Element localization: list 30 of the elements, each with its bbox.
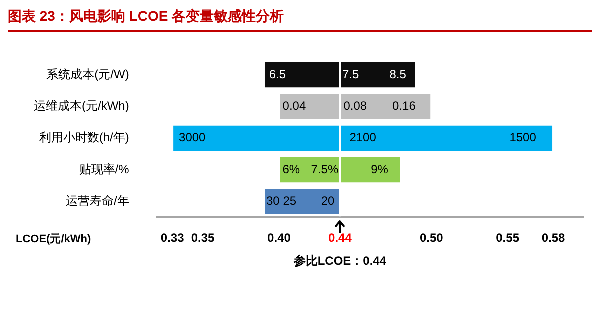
annotation: 0.08 — [344, 99, 368, 114]
annotation: 1500 — [510, 130, 537, 145]
annotation: 6.5 — [269, 67, 286, 82]
annotation: 0.16 — [392, 99, 416, 114]
annotation: 6% — [282, 162, 300, 176]
annotation: 9% — [371, 162, 389, 176]
annotation: 8.5 — [390, 67, 407, 82]
x-tick-label: 0.44 — [328, 231, 352, 246]
x-tick-label: 0.58 — [542, 231, 566, 246]
y-tick-label: 系统成本(元/W) — [46, 67, 130, 82]
annotation: 3000 — [179, 130, 206, 145]
annotation: 7.5 — [342, 67, 360, 82]
y-tick-label: 运营寿命/年 — [66, 194, 130, 208]
x-tick-label: 0.55 — [496, 231, 520, 246]
annotation: 25 — [283, 194, 297, 208]
x-tick-label: 0.40 — [268, 231, 292, 246]
chart-title: 图表 23：风电影响 LCOE 各变量敏感性分析 — [8, 8, 592, 32]
x-tick-label: 0.35 — [191, 231, 216, 246]
y-tick-label: 利用小时数(h/年) — [39, 130, 130, 145]
annotation: 0.04 — [282, 99, 306, 114]
y-tick-label: 贴现率/% — [79, 162, 130, 176]
annotation: 7.5% — [311, 162, 339, 176]
text: 参比LCOE：0.44 — [292, 254, 387, 268]
x-tick-label: 0.33 — [160, 231, 185, 246]
x-axis-title: LCOE(元/kWh) — [16, 234, 92, 246]
annotation: 20 — [321, 194, 335, 208]
y-tick-label: 运维成本(元/kWh) — [34, 99, 130, 114]
annotation: 30 — [266, 194, 280, 208]
annotation: 2100 — [350, 130, 377, 145]
x-tick-label: 0.50 — [420, 231, 444, 246]
